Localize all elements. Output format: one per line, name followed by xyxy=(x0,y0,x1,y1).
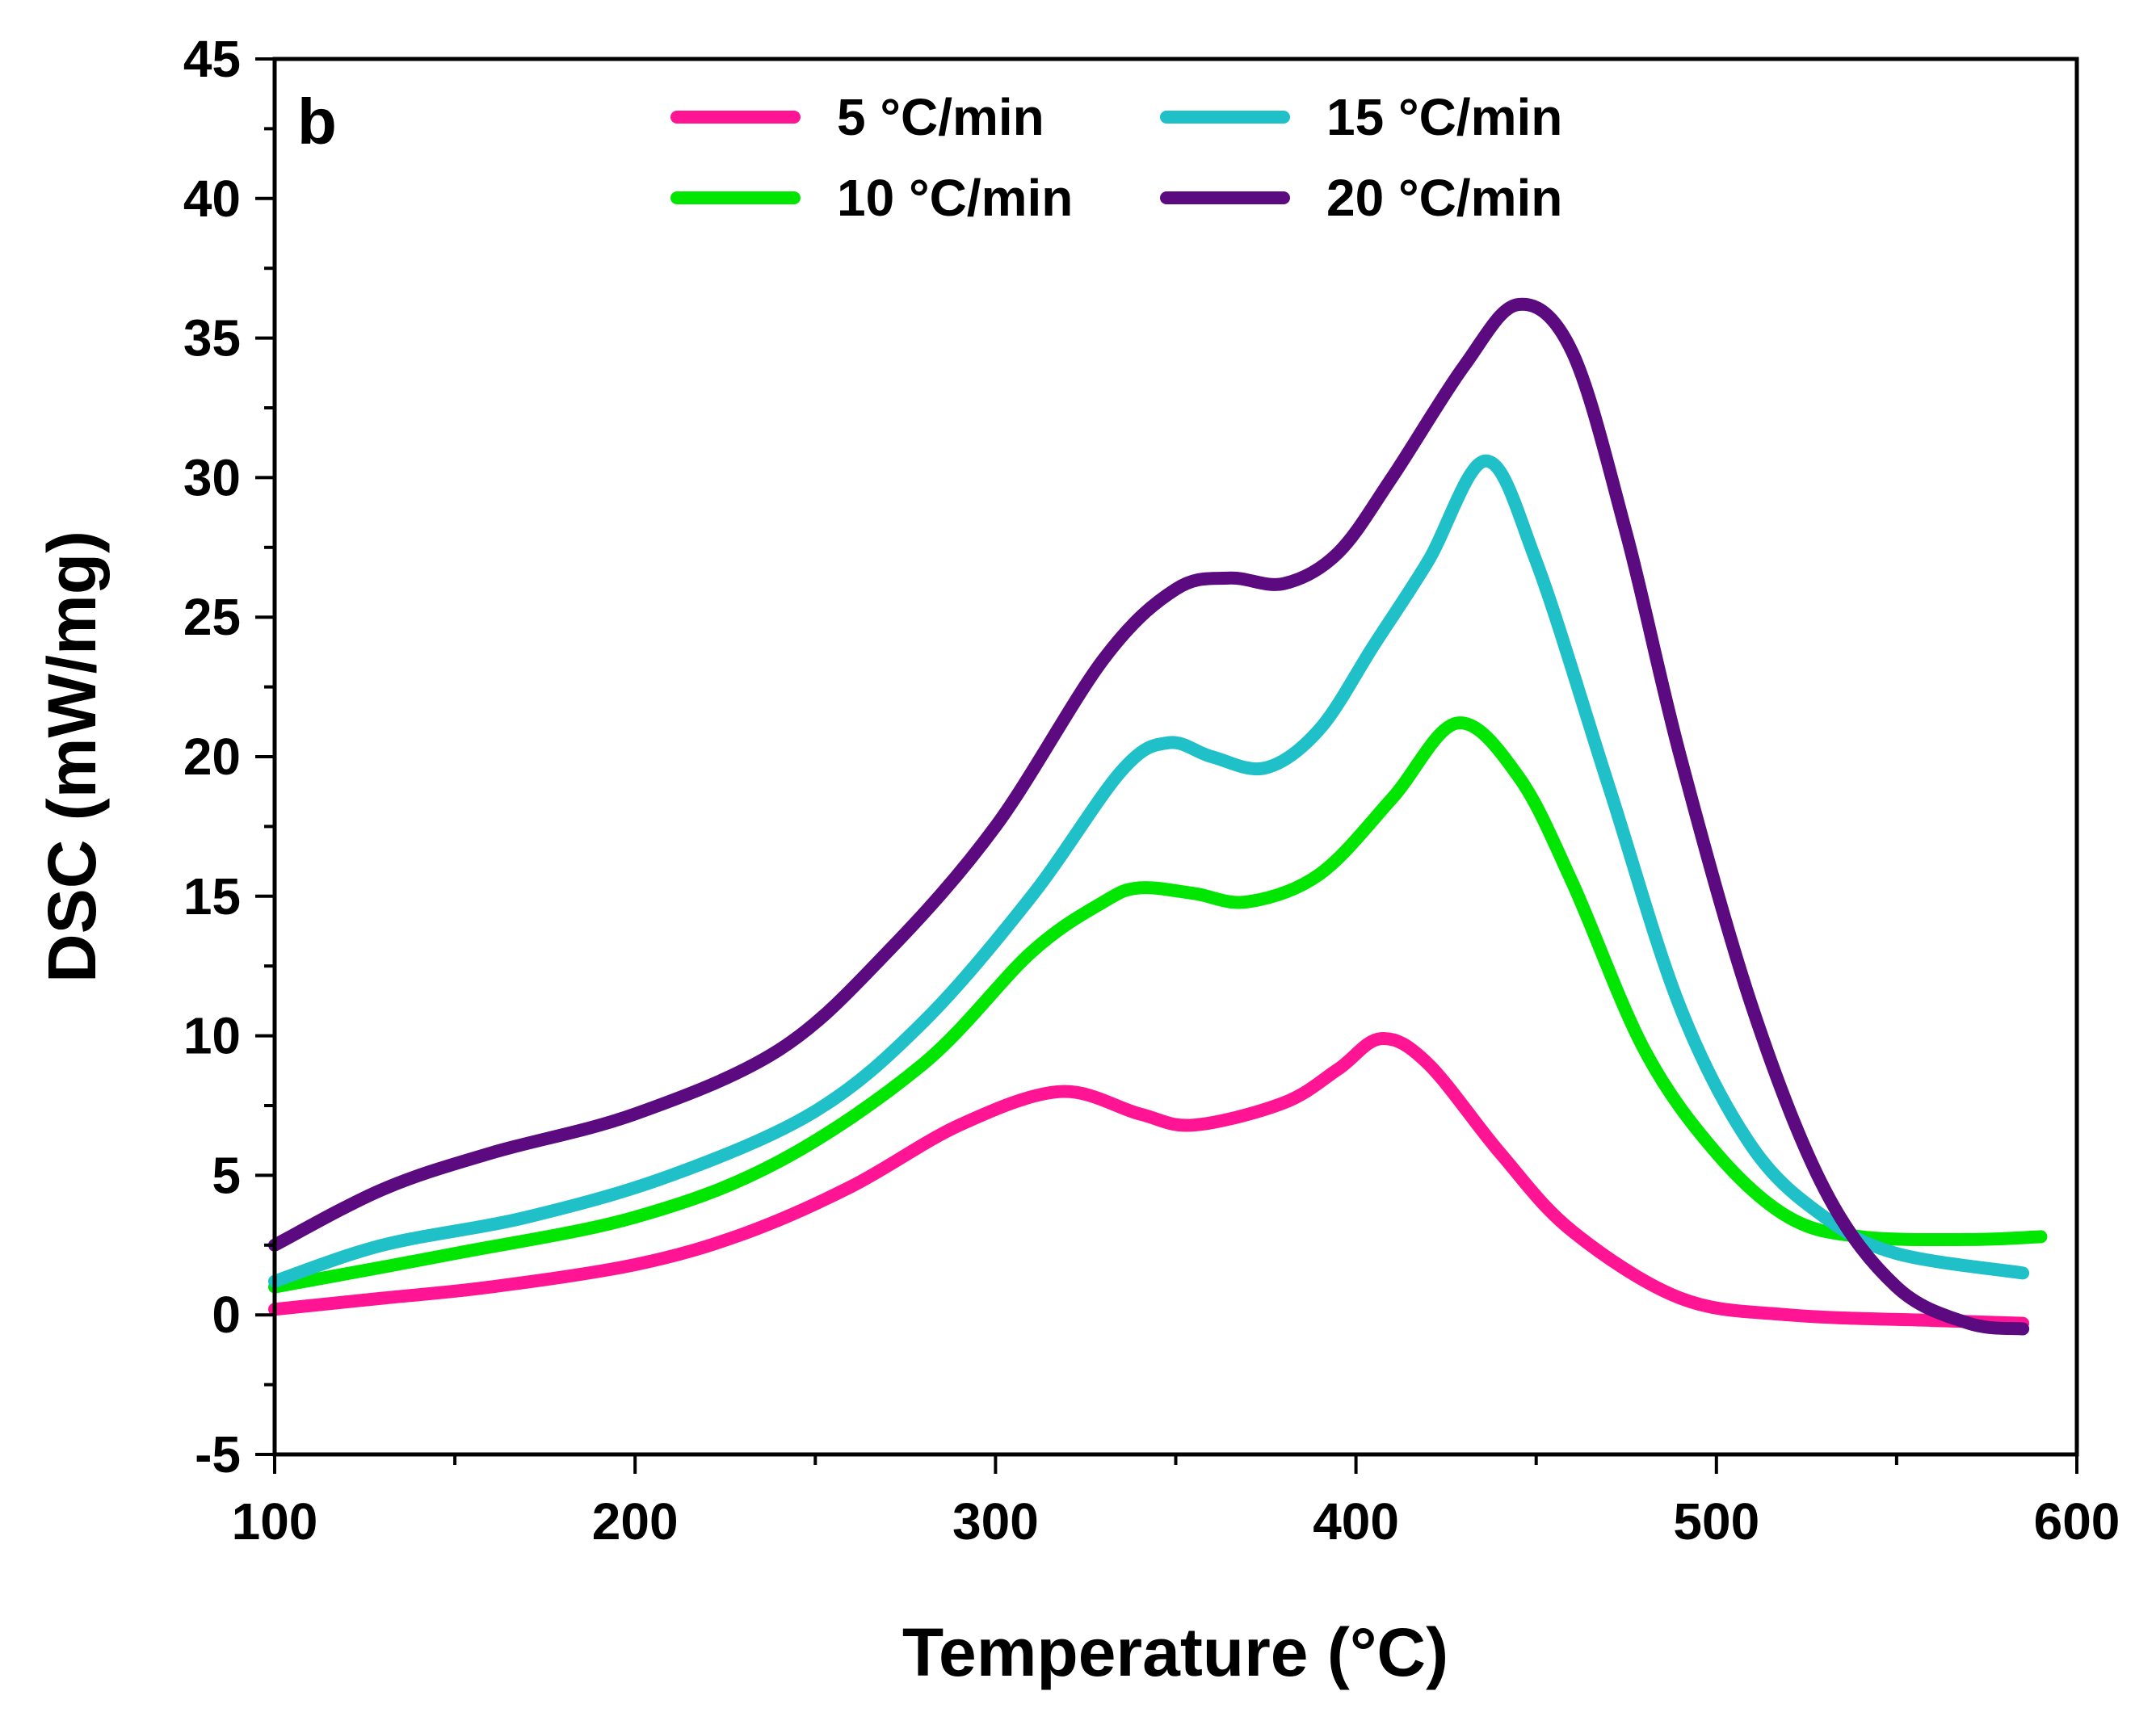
y-tick-label: 25 xyxy=(183,588,241,646)
y-tick-label: 20 xyxy=(183,728,241,786)
y-tick-label: 15 xyxy=(183,867,241,925)
y-tick-label: 45 xyxy=(183,30,241,88)
x-axis-title: Temperature (°C) xyxy=(902,1614,1448,1690)
series-line-2 xyxy=(268,716,2048,1294)
series-line-3 xyxy=(268,454,2030,1288)
axis-ticks: 100 200 300 400 500 600 -5 0 5 10 15 20 25 30 35 40 45 xyxy=(183,30,2120,1551)
y-axis-title: DSC (mW/mg) xyxy=(34,531,110,983)
series-line-4 xyxy=(268,297,2030,1336)
y-tick-label: 5 xyxy=(212,1146,241,1204)
x-tick-label: 300 xyxy=(952,1492,1039,1551)
legend-label: 20 °C/min xyxy=(1326,169,1562,227)
x-tick-label: 600 xyxy=(2034,1492,2120,1551)
y-tick-label: 35 xyxy=(183,309,241,367)
y-tick-label: 0 xyxy=(212,1286,241,1344)
x-tick-label: 100 xyxy=(232,1492,318,1551)
legend-label: 5 °C/min xyxy=(837,88,1044,146)
y-tick-label: 40 xyxy=(183,170,241,228)
y-tick-label: -5 xyxy=(195,1425,241,1483)
y-tick-label: 30 xyxy=(183,448,241,506)
y-tick-label: 10 xyxy=(183,1007,241,1065)
series-line-1 xyxy=(268,1032,2030,1330)
panel-label: b xyxy=(297,86,337,157)
x-tick-label: 200 xyxy=(592,1492,679,1551)
x-tick-label: 500 xyxy=(1673,1492,1759,1551)
legend: 5 °C/min 10 °C/min 15 °C/min 20 °C/min xyxy=(670,88,1562,227)
legend-label: 10 °C/min xyxy=(837,169,1073,227)
series-curves xyxy=(268,297,2048,1336)
legend-label: 15 °C/min xyxy=(1326,88,1562,146)
x-tick-label: 400 xyxy=(1313,1492,1399,1551)
plot-frame xyxy=(272,57,2079,1457)
